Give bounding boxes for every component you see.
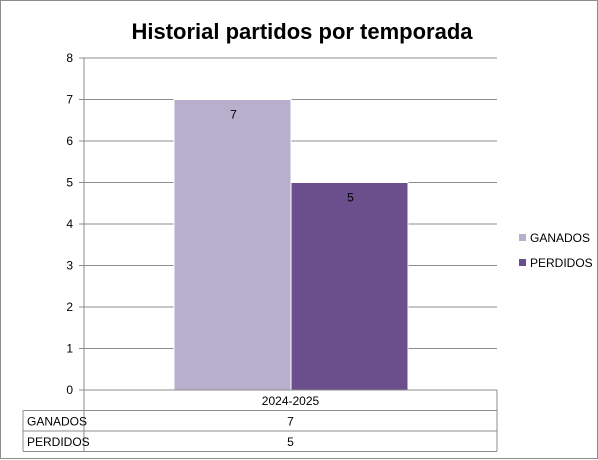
- bar-perdidos: [290, 182, 409, 391]
- y-tick-label-6: 6: [66, 134, 73, 148]
- table-row-value-ganados: 7: [287, 415, 294, 429]
- y-tick-label-1: 1: [66, 342, 73, 356]
- data-table: 2024-2025 GANADOS 7 PERDIDOS 5: [22, 389, 498, 452]
- data-labels: 75: [230, 108, 354, 205]
- y-tick-label-8: 8: [66, 51, 73, 65]
- legend: GANADOS PERDIDOS: [519, 231, 593, 270]
- table-row-label-ganados: GANADOS: [27, 415, 87, 429]
- legend-swatch-perdidos: [519, 259, 526, 266]
- data-label-perdidos: 5: [347, 191, 354, 205]
- bars: [173, 99, 409, 391]
- table-row-label-perdidos: PERDIDOS: [27, 435, 90, 449]
- legend-label-ganados: GANADOS: [530, 231, 590, 245]
- legend-swatch-ganados: [519, 234, 526, 241]
- y-tick-label-7: 7: [66, 93, 73, 107]
- bar-ganados: [173, 99, 292, 391]
- legend-label-perdidos: PERDIDOS: [530, 256, 593, 270]
- y-tick-label-0: 0: [66, 383, 73, 397]
- data-label-ganados: 7: [230, 108, 237, 122]
- table-row-value-perdidos: 5: [287, 435, 294, 449]
- y-tick-labels: 0 1 2 3 4 5 6 7 8: [66, 51, 73, 397]
- y-tick-label-4: 4: [66, 217, 73, 231]
- y-tick-label-3: 3: [66, 259, 73, 273]
- y-tick-label-2: 2: [66, 300, 73, 314]
- table-header-category: 2024-2025: [262, 394, 320, 408]
- y-tick-label-5: 5: [66, 176, 73, 190]
- chart-title: Historial partidos por temporada: [131, 19, 473, 44]
